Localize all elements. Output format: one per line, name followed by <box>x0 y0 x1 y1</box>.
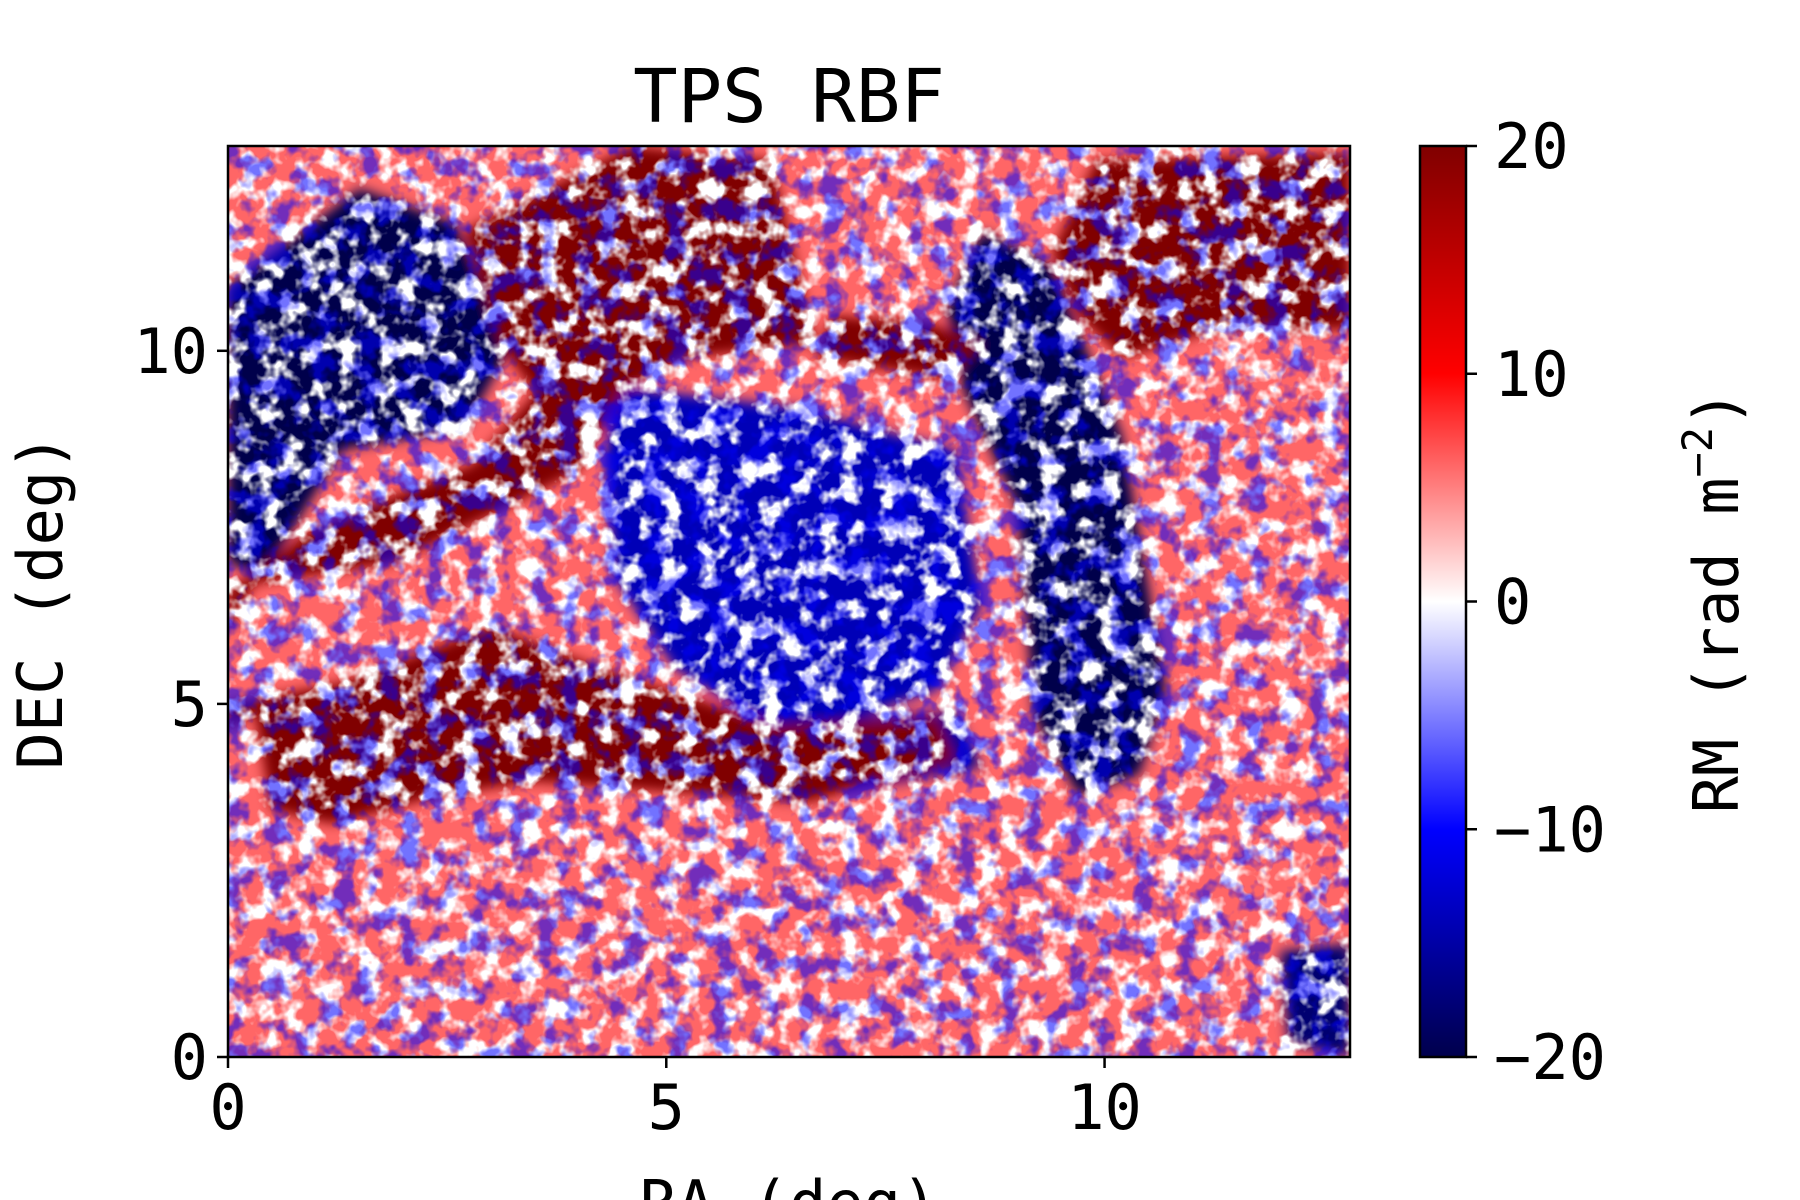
colorbar-tick-label-3: −10 <box>1494 793 1606 866</box>
x-tick-label-0: 0 <box>209 1071 246 1144</box>
y-tick-label-1: 5 <box>171 668 208 741</box>
colorbar-label-close: ) <box>1680 390 1753 427</box>
heatmap-texture-blue <box>228 146 1350 1057</box>
y-tick-label-2: 10 <box>133 315 208 388</box>
colorbar-ticks: 20 10 0 −10 −20 <box>1466 110 1606 1094</box>
plot-frame <box>226 144 1352 1059</box>
x-tick-label-1: 5 <box>648 1071 685 1144</box>
x-axis-label: RA (deg) <box>640 1167 939 1200</box>
colorbar-tick-label-0: 20 <box>1494 110 1569 183</box>
colorbar-gradient <box>1418 144 1468 1059</box>
chart-title: TPS RBF <box>633 54 945 140</box>
y-axis-ticks: 0 5 10 <box>133 315 228 1094</box>
y-tick-label-0: 0 <box>171 1021 208 1094</box>
colorbar-label-main: RM (rad m <box>1680 477 1753 813</box>
colorbar-label: RM (rad m−2) <box>1673 390 1753 814</box>
x-tick-label-2: 10 <box>1067 1071 1142 1144</box>
y-axis-label: DEC (deg) <box>4 434 77 770</box>
colorbar: 20 10 0 −10 −20 <box>1418 110 1606 1094</box>
heatmap-plot-area <box>226 144 1352 1059</box>
colorbar-tick-label-2: 0 <box>1494 566 1531 639</box>
x-axis-ticks: 0 5 10 <box>209 1057 1142 1144</box>
colorbar-label-exponent: −2 <box>1673 427 1722 478</box>
colorbar-tick-label-1: 10 <box>1494 338 1569 411</box>
colorbar-tick-label-4: −20 <box>1494 1021 1606 1094</box>
